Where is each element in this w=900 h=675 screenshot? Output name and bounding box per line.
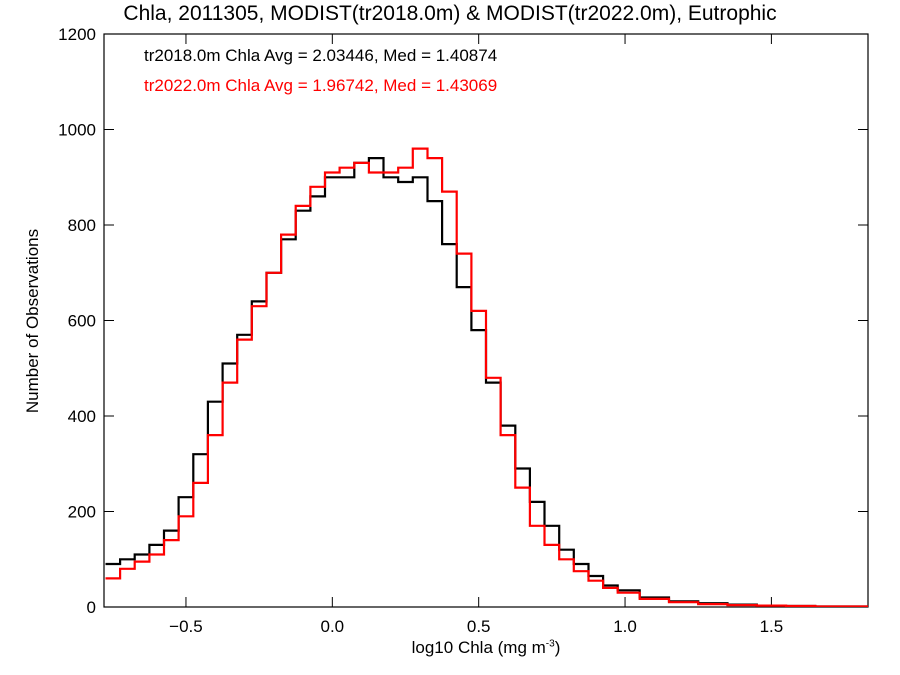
- x-tick-label: 1.5: [760, 617, 784, 636]
- series-tr2022.0m: [105, 147, 868, 607]
- x-tick-label: 0.5: [467, 617, 491, 636]
- y-tick-label: 600: [68, 312, 96, 331]
- y-tick-label: 400: [68, 407, 96, 426]
- axis-tick-labels: −0.5 0.0 0.5 1.0 1.5 0 200 400 600 800 1000 1200: [58, 25, 783, 636]
- x-axis-label-text: log10 Chla (mg m: [411, 638, 546, 657]
- x-axis-label-tail: ): [554, 638, 561, 657]
- y-tick-label: 0: [87, 598, 96, 617]
- x-tick-label: −0.5: [169, 617, 203, 636]
- x-axis-label: log10 Chla (mg m-3): [412, 638, 561, 658]
- stat-line-tr2022: tr2022.0m Chla Avg = 1.96742, Med = 1.43…: [144, 76, 498, 95]
- y-tick-label: 800: [68, 216, 96, 235]
- x-axis-label-exponent: -3: [545, 638, 555, 650]
- y-axis-label: Number of Observations: [23, 228, 42, 414]
- y-tick-label: 200: [68, 503, 96, 522]
- y-tick-label: 1000: [58, 121, 96, 140]
- series-group: [105, 147, 868, 607]
- x-tick-label: 0.0: [321, 617, 345, 636]
- stat-line-tr2018: tr2018.0m Chla Avg = 2.03446, Med = 1.40…: [144, 46, 498, 65]
- chart-title: Chla, 2011305, MODIST(tr2018.0m) & MODIS…: [123, 2, 777, 25]
- x-tick-label: 1.0: [613, 617, 637, 636]
- y-tick-label: 1200: [58, 25, 96, 44]
- series-tr2018.0m: [105, 157, 868, 607]
